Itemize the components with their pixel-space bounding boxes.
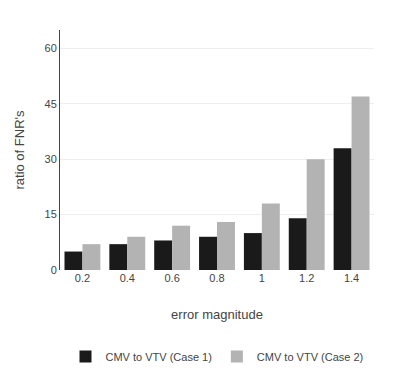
svg-text:1: 1 (259, 272, 265, 284)
svg-text:60: 60 (45, 42, 57, 54)
svg-text:15: 15 (45, 208, 57, 220)
svg-text:45: 45 (45, 98, 57, 110)
svg-text:error magnitude: error magnitude (171, 307, 263, 322)
svg-text:1.2: 1.2 (299, 272, 314, 284)
svg-text:0: 0 (51, 264, 57, 276)
svg-text:1.4: 1.4 (344, 272, 359, 284)
svg-text:CMV to VTV (Case 2): CMV to VTV (Case 2) (257, 351, 363, 363)
svg-text:0.4: 0.4 (120, 272, 135, 284)
svg-text:30: 30 (45, 153, 57, 165)
svg-text:0.2: 0.2 (75, 272, 90, 284)
svg-text:0.6: 0.6 (164, 272, 179, 284)
svg-text:0.8: 0.8 (209, 272, 224, 284)
svg-text:CMV to VTV (Case 1): CMV to VTV (Case 1) (106, 351, 212, 363)
svg-text:ratio of FNR's: ratio of FNR's (12, 110, 27, 190)
